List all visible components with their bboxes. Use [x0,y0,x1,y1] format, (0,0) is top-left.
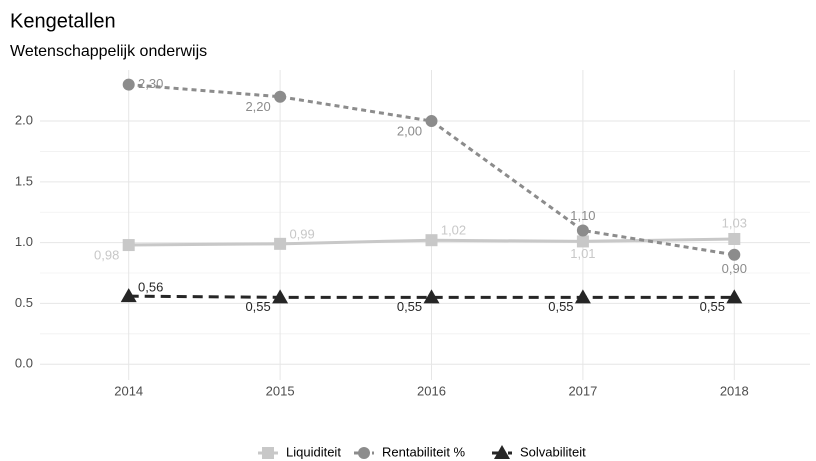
y-tick-label: 0.5 [15,295,33,310]
series-line [128,294,735,299]
x-tick-label: 2016 [417,383,446,398]
chart-title: Kengetallen [10,10,116,32]
value-label: 1,10 [570,208,595,223]
value-label: 2,20 [245,99,270,114]
legend-label: Solvabiliteit [520,444,586,459]
value-label: 0,55 [397,299,422,314]
x-tick-label: 2015 [266,383,295,398]
x-tick-label: 2017 [568,383,597,398]
marker [274,90,287,103]
y-tick-label: 2.0 [15,112,33,127]
legend-marker [262,447,274,459]
marker [272,289,289,304]
marker [122,239,135,252]
legend-label: Rentabiliteit % [382,444,466,459]
value-label: 0,55 [700,299,725,314]
marker [576,235,589,248]
x-tick-label: 2018 [720,383,749,398]
marker [728,248,741,261]
marker [122,78,135,91]
marker [425,115,438,128]
series-line [128,83,735,257]
marker [726,289,743,304]
marker [576,224,589,237]
x-tick-label: 2014 [114,383,143,398]
y-tick-label: 0.0 [15,356,33,371]
value-label: 0,55 [548,299,573,314]
value-label: 0,56 [138,280,163,295]
legend-label: Liquiditeit [286,444,341,459]
chart-subtitle: Wetenschappelijk onderwijs [10,43,207,60]
marker [423,289,440,304]
value-label: 0,55 [245,299,270,314]
legend-marker [358,447,370,459]
value-label: 2,30 [138,76,163,91]
value-label: 1,02 [441,223,466,238]
marker [120,288,137,303]
value-label: 2,00 [397,123,422,138]
value-label: 1,01 [570,246,595,261]
value-label: 1,03 [722,215,747,230]
value-label: 0,90 [722,261,747,276]
y-tick-label: 1.5 [15,173,33,188]
value-label: 0,99 [289,226,314,241]
marker [728,232,741,245]
marker [574,289,591,304]
marker [425,234,438,247]
y-tick-label: 1.0 [15,234,33,249]
marker [274,237,287,250]
legend-marker [494,445,510,459]
value-label: 0,98 [94,247,119,262]
